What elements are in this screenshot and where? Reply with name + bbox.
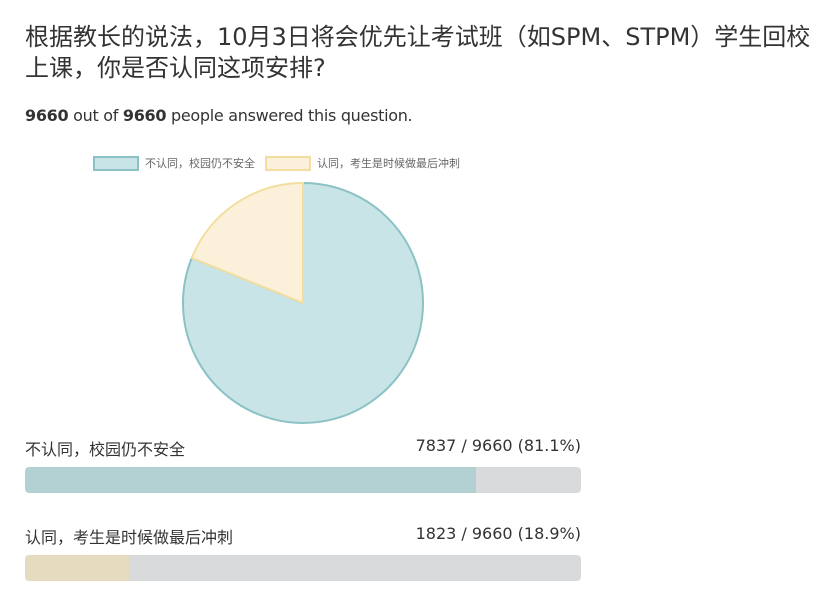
result-bar bbox=[25, 555, 581, 581]
result-label: 认同，考生是时候做最后冲刺 bbox=[25, 528, 234, 547]
answer-summary: 9660 out of 9660 people answered this qu… bbox=[25, 106, 413, 125]
result-label: 不认同，校园仍不安全 bbox=[25, 440, 186, 459]
out-of-text: out of bbox=[73, 106, 119, 125]
chart-legend: 不认同，校园仍不安全 认同，考生是时候做最后冲刺 bbox=[93, 155, 470, 171]
legend-label-disagree: 不认同，校园仍不安全 bbox=[145, 157, 255, 170]
summary-suffix: people answered this question. bbox=[171, 106, 413, 125]
result-count: 7837 / 9660 (81.1%) bbox=[415, 436, 581, 455]
legend-swatch-agree bbox=[265, 155, 311, 171]
legend-swatch-disagree bbox=[93, 155, 139, 171]
answered-count: 9660 bbox=[25, 106, 69, 125]
result-count: 1823 / 9660 (18.9%) bbox=[415, 524, 581, 543]
legend-label-agree: 认同，考生是时候做最后冲刺 bbox=[317, 157, 460, 170]
total-count: 9660 bbox=[122, 106, 167, 125]
result-bar-fill bbox=[25, 555, 131, 581]
pie-chart bbox=[182, 181, 424, 424]
result-bar bbox=[25, 467, 581, 493]
pie-slice-1 bbox=[190, 181, 304, 305]
question-title: 根据教长的说法，10月3日将会优先让考试班（如SPM、STPM）学生回校上课，你… bbox=[25, 23, 811, 82]
result-bar-fill bbox=[25, 467, 476, 493]
